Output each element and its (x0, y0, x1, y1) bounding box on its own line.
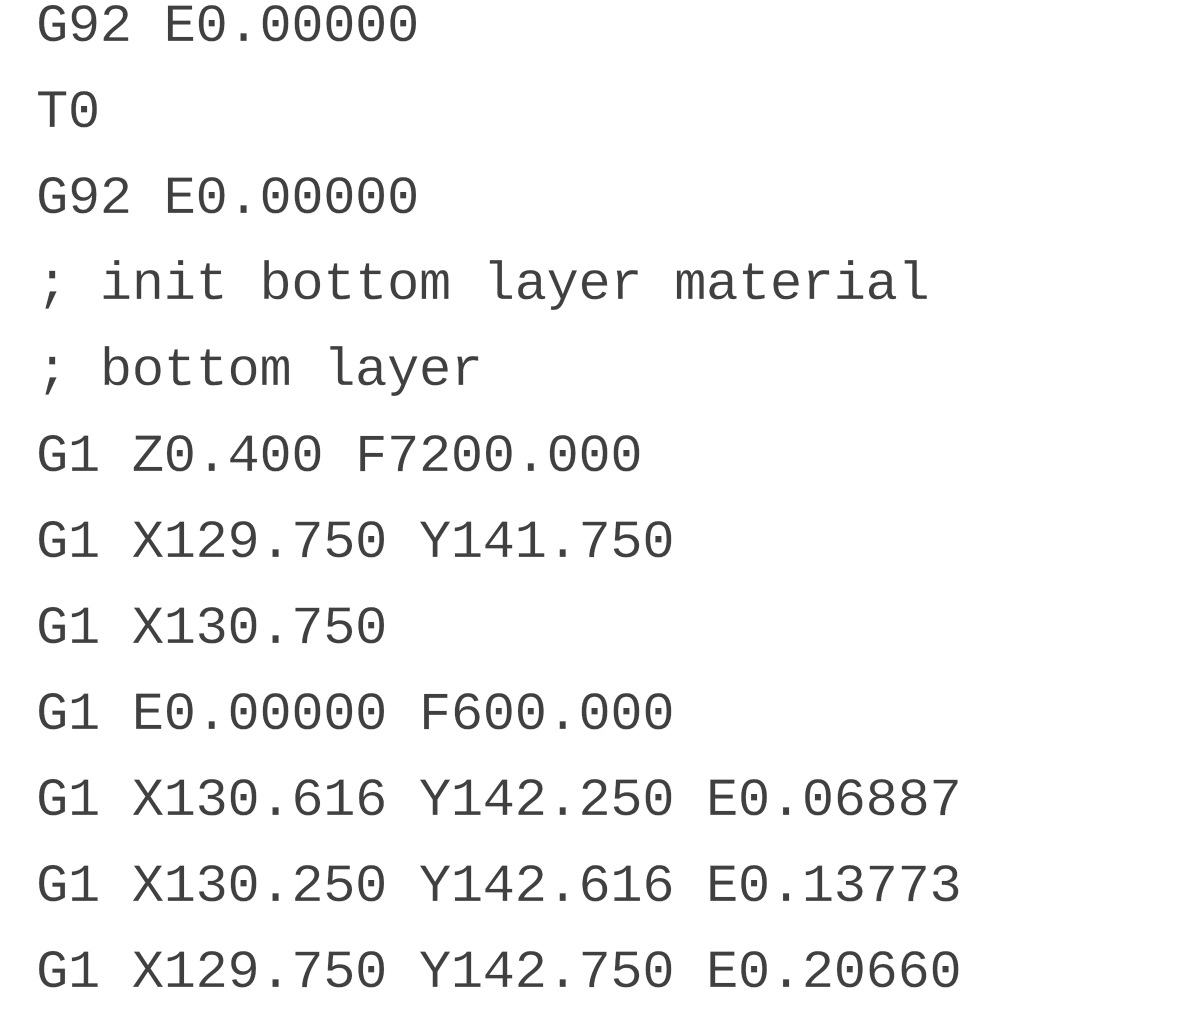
gcode-listing: G92 E0.00000 T0 G92 E0.00000 ; init bott… (36, 0, 1166, 1032)
gcode-line: G1 Z0.400 F7200.000 (36, 427, 643, 488)
gcode-line: G1 X130.250 Y142.616 E0.13773 (36, 857, 962, 918)
gcode-comment-line: ; init bottom layer material (36, 255, 930, 316)
gcode-line: G1 X129.750 Y141.750 (36, 513, 675, 574)
gcode-line: G1 X129.750 Y142.750 E0.20660 (36, 943, 962, 1004)
gcode-comment-line: ; bottom layer (36, 341, 483, 402)
gcode-line: G92 E0.00000 (36, 0, 420, 58)
gcode-line: G1 E0.00000 F600.000 (36, 685, 675, 746)
gcode-line: G92 E0.00000 (36, 169, 420, 230)
gcode-line: G1 X130.616 Y142.250 E0.06887 (36, 771, 962, 832)
gcode-line: G1 X130.750 (36, 599, 388, 660)
gcode-line: T0 (36, 83, 101, 144)
